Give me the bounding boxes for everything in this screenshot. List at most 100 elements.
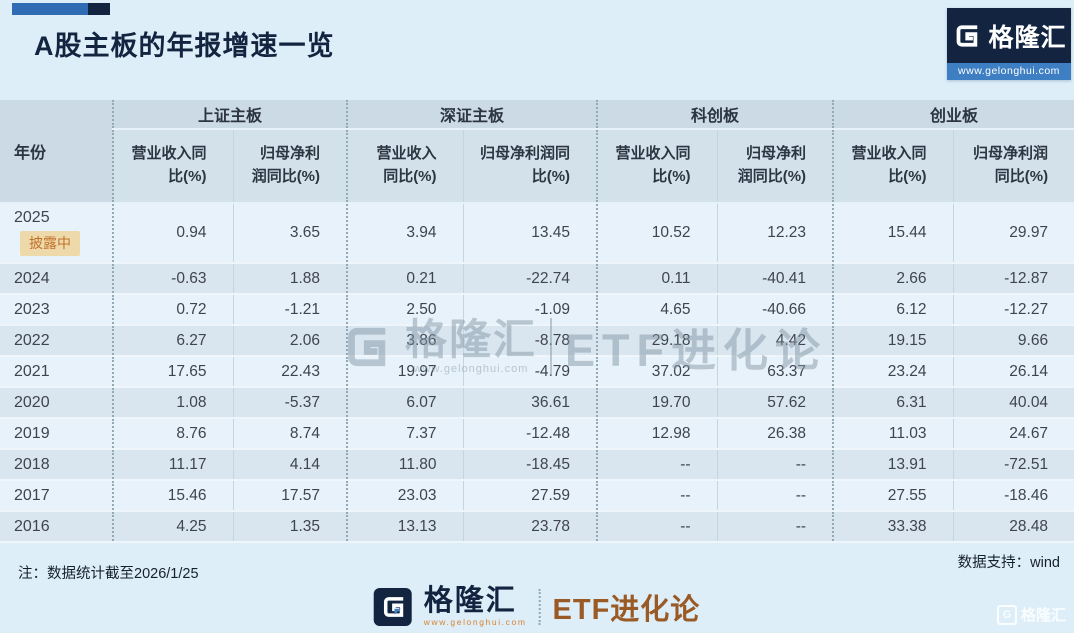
- value-cell: 27.55: [832, 480, 954, 512]
- table-row: 2016 4.25 1.35 13.13 23.78 -- -- 33.38 28.48: [0, 511, 1074, 543]
- footer-brand-block: 格隆汇 www.gelonghui.com: [424, 587, 527, 627]
- sub-header-profit: 归母净利润同比(%): [462, 129, 598, 204]
- sub-header-revenue: 营业收入同比(%): [346, 129, 464, 204]
- value-cell: 12.98: [596, 418, 718, 450]
- table-row: 2020 1.08 -5.37 6.07 36.61 19.70 57.62 6.31 40.0…: [0, 387, 1074, 419]
- table-row: 2017 15.46 17.57 23.03 27.59 -- -- 27.55 -18.46: [0, 480, 1074, 512]
- year-cell: 2020: [0, 387, 113, 419]
- corner-brand-text: 格隆汇: [1020, 607, 1066, 624]
- gelonghui-url-strip: www.gelonghui.com: [947, 63, 1071, 80]
- footer-logo: 格隆汇 www.gelonghui.com ETF进化论: [373, 586, 701, 628]
- value-cell: 1.88: [232, 263, 348, 295]
- value-cell: 0.94: [112, 203, 233, 264]
- value-cell: 28.48: [952, 511, 1074, 543]
- value-cell: 17.57: [232, 480, 348, 512]
- group-header-shenzhen-main: 深证主板: [346, 100, 598, 130]
- value-cell: 11.17: [112, 449, 233, 481]
- table-row: 2018 11.17 4.14 11.80 -18.45 -- -- 13.91 -72.51: [0, 449, 1074, 481]
- value-cell: 4.14: [232, 449, 348, 481]
- value-cell: 12.23: [716, 203, 834, 264]
- value-cell: 22.43: [232, 356, 348, 388]
- group-header-star-market: 科创板: [596, 100, 834, 130]
- value-cell: 0.72: [112, 294, 233, 326]
- corner-watermark: G 格隆汇: [996, 604, 1066, 625]
- value-cell: -12.48: [462, 418, 598, 450]
- gelonghui-g-icon: [957, 24, 978, 47]
- value-cell: 4.42: [716, 325, 834, 357]
- value-cell: --: [716, 449, 834, 481]
- value-cell: 4.65: [596, 294, 718, 326]
- value-cell: --: [596, 511, 718, 543]
- value-cell: 11.03: [832, 418, 954, 450]
- value-cell: 6.31: [832, 387, 954, 419]
- value-cell: 3.86: [346, 325, 464, 357]
- value-cell: -72.51: [952, 449, 1074, 481]
- value-cell: 23.03: [346, 480, 464, 512]
- year-label: 2020: [14, 393, 50, 411]
- value-cell: --: [716, 480, 834, 512]
- year-cell: 2022: [0, 325, 113, 357]
- year-cell: 2024: [0, 263, 113, 295]
- year-label: 2021: [14, 362, 50, 380]
- value-cell: 63.37: [716, 356, 834, 388]
- table-row: 2024 -0.63 1.88 0.21 -22.74 0.11 -40.41 2.66 -12…: [0, 263, 1074, 295]
- value-cell: 6.12: [832, 294, 954, 326]
- year-cell: 2025 披露中: [0, 203, 113, 264]
- year-label: 2019: [14, 424, 50, 442]
- table-row: 2021 17.65 22.43 19.97 -4.79 37.02 63.37 23.24 2…: [0, 356, 1074, 388]
- value-cell: 37.02: [596, 356, 718, 388]
- footer-brand-text: 格隆汇: [423, 585, 517, 618]
- value-cell: --: [596, 449, 718, 481]
- value-cell: 19.70: [596, 387, 718, 419]
- value-cell: 2.06: [232, 325, 348, 357]
- value-cell: 33.38: [832, 511, 954, 543]
- year-label: 2022: [14, 331, 50, 349]
- year-label: 2016: [14, 517, 50, 535]
- value-cell: 27.59: [462, 480, 598, 512]
- value-cell: 9.66: [952, 325, 1074, 357]
- value-cell: -18.45: [462, 449, 598, 481]
- value-cell: -8.78: [462, 325, 598, 357]
- value-cell: 8.74: [232, 418, 348, 450]
- value-cell: 7.37: [346, 418, 464, 450]
- growth-table: 年份 上证主板 深证主板 科创板 创业板 营业收入同比(%) 归母净利润同比(%…: [0, 100, 1074, 543]
- value-cell: -0.63: [112, 263, 233, 295]
- sub-header-revenue: 营业收入同比(%): [112, 129, 233, 204]
- group-header-shanghai-main: 上证主板: [111, 100, 348, 130]
- value-cell: 13.45: [462, 203, 598, 264]
- value-cell: 40.04: [952, 387, 1074, 419]
- year-label: 2024: [14, 269, 50, 287]
- sub-header-revenue: 营业收入同比(%): [596, 129, 718, 204]
- sub-header-revenue: 营业收入同比(%): [832, 129, 954, 204]
- accent-bar-navy: [88, 3, 110, 15]
- value-cell: -22.74: [462, 263, 598, 295]
- value-cell: -4.79: [462, 356, 598, 388]
- value-cell: 24.67: [952, 418, 1074, 450]
- gelonghui-logo-main: 格隆汇: [947, 8, 1071, 63]
- footer-g-icon: [373, 588, 412, 626]
- year-label: 2025: [14, 209, 50, 226]
- table-body: 2025 披露中 0.94 3.65 3.94 13.45 10.52 12.23 15.44 2…: [0, 203, 1074, 543]
- year-label: 2018: [14, 455, 50, 473]
- value-cell: -5.37: [232, 387, 348, 419]
- page-title: A股主板的年报增速一览: [34, 31, 335, 61]
- value-cell: 19.15: [832, 325, 954, 357]
- group-header-row: 年份 上证主板 深证主板 科创板 创业板: [0, 100, 1074, 204]
- value-cell: -1.09: [462, 294, 598, 326]
- value-cell: -40.66: [716, 294, 834, 326]
- value-cell: 1.08: [112, 387, 233, 419]
- data-source-note: 数据支持：wind: [957, 555, 1060, 571]
- footer-divider: [538, 589, 541, 625]
- value-cell: 6.07: [346, 387, 464, 419]
- disclosure-badge: 披露中: [20, 231, 80, 256]
- year-cell: 2019: [0, 418, 113, 450]
- year-cell: 2023: [0, 294, 113, 326]
- year-label: 2023: [14, 300, 50, 318]
- value-cell: 29.18: [596, 325, 718, 357]
- value-cell: 11.80: [346, 449, 464, 481]
- table-row: 2023 0.72 -1.21 2.50 -1.09 4.65 -40.66 6.12 -12.…: [0, 294, 1074, 326]
- value-cell: -12.27: [952, 294, 1074, 326]
- value-cell: 0.11: [596, 263, 718, 295]
- value-cell: -1.21: [232, 294, 348, 326]
- year-cell: 2018: [0, 449, 113, 481]
